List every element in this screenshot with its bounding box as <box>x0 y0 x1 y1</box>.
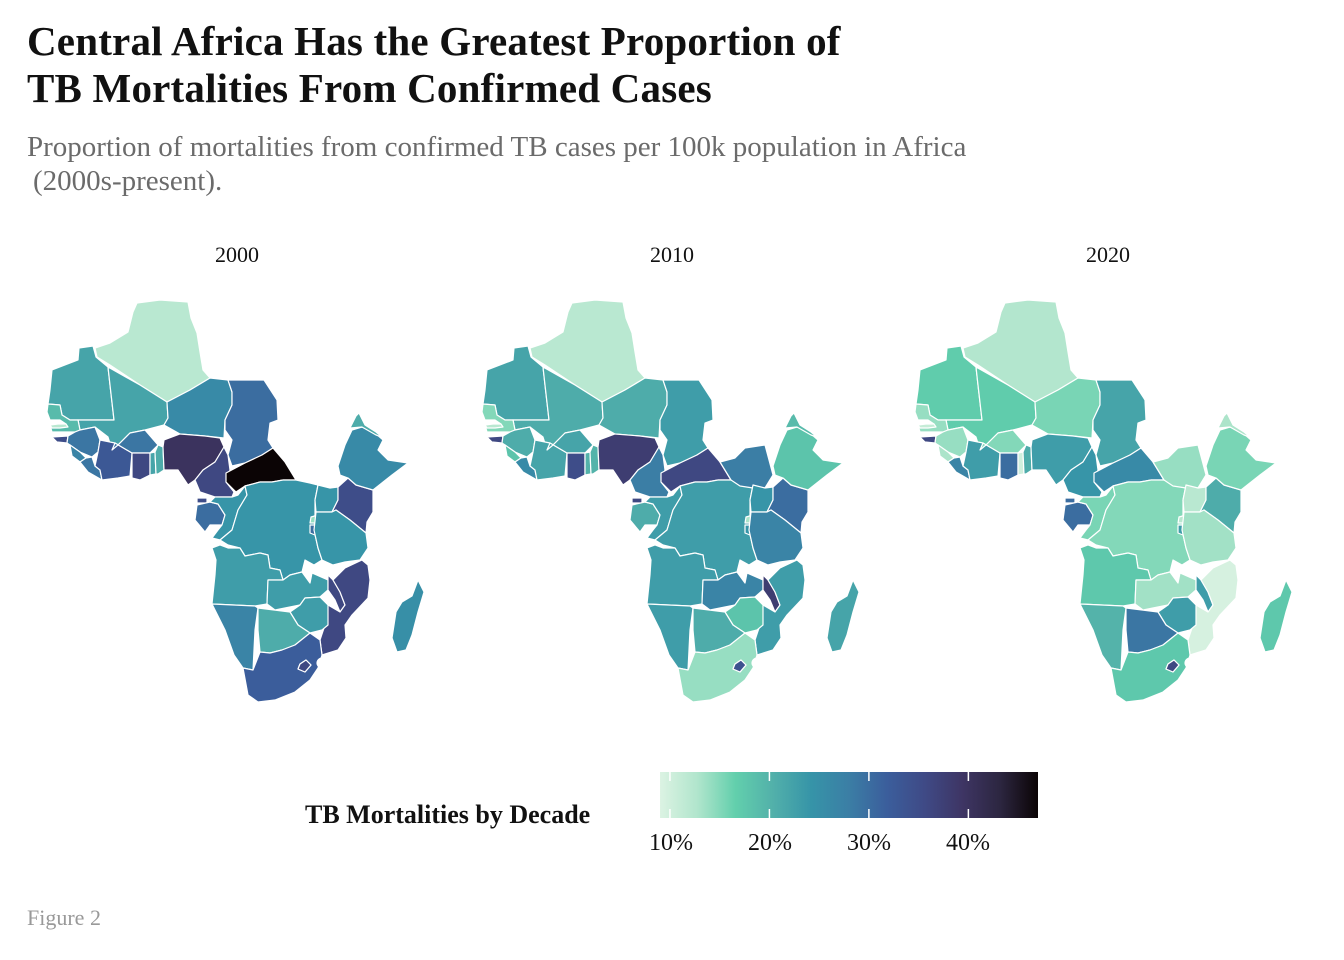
chart-title-line-1: Central Africa Has the Greatest Proporti… <box>27 18 841 64</box>
legend-tick-label-20: 20% <box>748 830 792 856</box>
legend-colorbar <box>660 772 1038 818</box>
country-lesotho-2010 <box>732 659 747 673</box>
country-guinea-bissau-2020 <box>919 435 937 444</box>
chart-subtitle-line-2: (2000s-present). <box>33 165 223 197</box>
country-madagascar-2000 <box>391 579 425 653</box>
country-ethiopia-2000 <box>337 426 409 491</box>
country-eswatini-no-data-2010 <box>751 657 763 669</box>
country-ethiopia-2010 <box>772 426 844 491</box>
country-angola-2000 <box>211 544 284 607</box>
country-eritrea-2020 <box>1217 412 1251 438</box>
country-eritrea-2000 <box>349 412 383 438</box>
legend-tick-label-10: 10% <box>649 830 693 856</box>
country-cameroon-2010 <box>629 446 670 498</box>
country-lesotho-2000 <box>297 659 312 673</box>
country-gambia-2010 <box>484 423 504 429</box>
country-ghana-2020 <box>999 452 1019 481</box>
country-equatorial-guinea-2020 <box>1064 497 1076 504</box>
map-panel-2010 <box>481 299 860 703</box>
country-angola-2020 <box>1079 544 1152 607</box>
country-cote-d-ivoire-2020 <box>962 439 1001 481</box>
country-lesotho-2020 <box>1165 659 1180 673</box>
map-panel-2000 <box>46 299 425 703</box>
country-namibia-2000 <box>211 603 259 671</box>
country-cameroon-2000 <box>194 446 235 498</box>
country-gambia-2020 <box>917 423 937 429</box>
legend-tick-label-30: 30% <box>847 830 891 856</box>
figure-caption: Figure 2 <box>27 905 101 930</box>
country-ghana-2010 <box>566 452 586 481</box>
country-south-sudan-2010 <box>719 444 774 489</box>
chart-title-line-2: TB Mortalities From Confirmed Cases <box>27 65 712 111</box>
country-tanzania-2010 <box>748 509 804 566</box>
country-eritrea-2010 <box>784 412 818 438</box>
country-angola-2010 <box>646 544 719 607</box>
country-madagascar-2020 <box>1259 579 1293 653</box>
country-ethiopia-2020 <box>1205 426 1277 491</box>
country-guinea-bissau-2010 <box>486 435 504 444</box>
legend-title: TB Mortalities by Decade <box>305 800 591 829</box>
country-namibia-2020 <box>1079 603 1127 671</box>
country-cameroon-2020 <box>1062 446 1103 498</box>
country-ghana-2000 <box>131 452 151 481</box>
colorbar-gradient <box>660 772 1038 818</box>
country-tanzania-2020 <box>1181 509 1237 566</box>
country-equatorial-guinea-2010 <box>631 497 643 504</box>
country-madagascar-2010 <box>826 579 860 653</box>
country-cote-d-ivoire-2000 <box>94 439 133 481</box>
country-eswatini-no-data-2020 <box>1184 657 1196 669</box>
chart-subtitle: Proportion of mortalities from confirmed… <box>27 130 1227 198</box>
country-eswatini-no-data-2000 <box>316 657 328 669</box>
map-panel-2020 <box>914 299 1293 703</box>
country-namibia-2010 <box>646 603 694 671</box>
country-equatorial-guinea-2000 <box>196 497 208 504</box>
country-south-sudan-2020 <box>1152 444 1207 489</box>
legend-tick-label-40: 40% <box>946 830 990 856</box>
panel-title-2020: 2020 <box>1086 242 1130 267</box>
country-gambia-2000 <box>49 423 69 429</box>
panel-title-2010: 2010 <box>650 242 694 267</box>
country-cote-d-ivoire-2010 <box>529 439 568 481</box>
country-guinea-bissau-2000 <box>51 435 69 444</box>
chart-subtitle-line-1: Proportion of mortalities from confirmed… <box>27 131 967 163</box>
chart-title: Central Africa Has the Greatest Proporti… <box>27 18 1127 112</box>
country-tanzania-2000 <box>313 509 369 566</box>
panel-title-2000: 2000 <box>215 242 259 267</box>
